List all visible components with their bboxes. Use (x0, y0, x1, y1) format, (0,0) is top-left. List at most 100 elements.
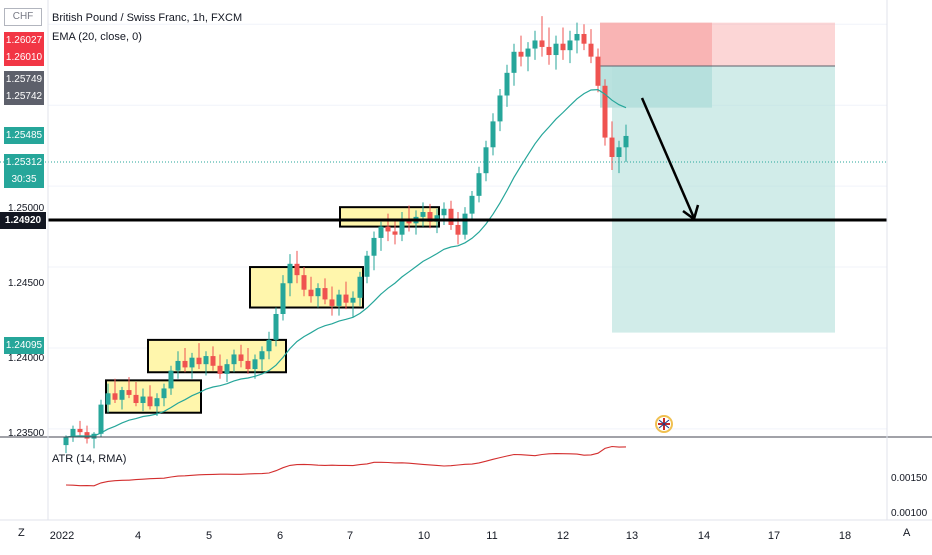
candle-body (483, 147, 489, 174)
candle-body (476, 173, 482, 196)
candle-body (175, 360, 181, 371)
candle-body (392, 231, 398, 235)
price-tick: 1.25000 (8, 203, 45, 214)
candle-body (518, 51, 524, 57)
candle-body (161, 388, 167, 399)
candle-body (182, 360, 188, 368)
candle-body (322, 288, 328, 300)
candle-body (231, 354, 237, 365)
time-tick: 4 (135, 530, 141, 542)
candle-body (602, 85, 608, 138)
ask-low-label: 1.26010 (4, 49, 44, 66)
candle-body (329, 299, 335, 306)
candle-body (469, 195, 475, 214)
candle-body (196, 357, 202, 365)
candle-body (315, 288, 321, 297)
candle-body (490, 121, 496, 148)
candle-body (525, 48, 531, 57)
atr-line (65, 445, 627, 487)
ema-indicator-label[interactable]: EMA (20, close, 0) (52, 31, 142, 43)
price-tick: 1.24000 (8, 353, 45, 364)
stop-loss-zone-inner (600, 22, 712, 67)
candle-body (371, 237, 377, 256)
candle-body (203, 356, 209, 365)
candle-body (105, 393, 111, 405)
candle-body (147, 396, 153, 407)
candle-body (504, 72, 510, 96)
candle-body (259, 351, 265, 360)
candle-body (224, 364, 230, 374)
candle-body (350, 297, 356, 303)
position-zones (600, 22, 835, 333)
left-axis-button[interactable]: Z (18, 527, 25, 539)
uk-flag-icon-diag (658, 419, 670, 429)
time-axis-ticks: 2022 4 5 6 7 10 11 12 13 14 17 18 (50, 530, 851, 542)
candle-body (448, 208, 454, 225)
candle-body (154, 398, 160, 407)
time-tick: 18 (839, 530, 851, 542)
time-tick: 2022 (50, 530, 74, 542)
candle-body (238, 354, 244, 361)
price-tick: 1.23500 (8, 428, 45, 439)
trend-arrow-head (682, 204, 700, 222)
support-price-label: 1.24920 (0, 212, 46, 229)
candle-body (168, 370, 174, 389)
symbol-title[interactable]: British Pound / Swiss Franc, 1h, FXCM (52, 12, 243, 24)
time-tick: 17 (768, 530, 780, 542)
consolidation-box[interactable] (147, 338, 287, 374)
candle-body (420, 212, 426, 217)
candle-body (497, 95, 503, 122)
candle-body (210, 356, 216, 366)
auto-scale-button[interactable]: A (903, 527, 911, 539)
candle-body (98, 404, 104, 434)
candle-body (287, 263, 293, 284)
candle-body (462, 213, 468, 235)
candle-body (189, 357, 195, 368)
candle-body (133, 394, 139, 404)
candle-body (546, 46, 552, 56)
green-level-label: 1.25485 (4, 127, 44, 144)
time-tick: 10 (418, 530, 430, 542)
candle-body (364, 255, 370, 277)
candle-body (252, 359, 258, 370)
candle-body (616, 147, 622, 157)
time-tick: 12 (557, 530, 569, 542)
candle-body (84, 432, 90, 439)
green-low-label: 1.24095 (4, 337, 44, 354)
candle-body (301, 275, 307, 290)
candle-body (511, 51, 517, 73)
last-price-label: 1.25312 (4, 154, 44, 171)
time-tick: 6 (277, 530, 283, 542)
time-tick: 14 (698, 530, 710, 542)
candle-body (455, 224, 461, 235)
time-tick: 11 (486, 530, 497, 542)
candle-body (280, 283, 286, 314)
candle-body (217, 365, 223, 374)
candle-body (77, 428, 83, 433)
candle-body (567, 40, 573, 51)
candle-body (378, 226, 384, 238)
candle-body (126, 390, 132, 395)
countdown-label: 30:35 (4, 171, 44, 188)
candle-body (595, 56, 601, 86)
candle-body (574, 33, 580, 41)
atr-tick: 0.00150 (891, 473, 928, 484)
atr-pane (65, 445, 627, 487)
time-tick: 13 (626, 530, 638, 542)
candle-body (112, 393, 118, 400)
ask-high-label: 1.26027 (4, 32, 44, 49)
gray-high-label: 1.25749 (4, 71, 44, 88)
candle-body (266, 339, 272, 352)
atr-indicator-label[interactable]: ATR (14, RMA) (52, 453, 127, 465)
candle-body (70, 428, 76, 437)
candle-body (399, 218, 405, 235)
candle-body (532, 40, 538, 49)
time-tick: 5 (206, 530, 212, 542)
take-profit-zone-inner (600, 66, 712, 108)
take-profit-zone[interactable] (612, 66, 835, 333)
candle-body (119, 390, 125, 400)
time-tick: 7 (347, 530, 353, 542)
candle-body (441, 208, 447, 216)
